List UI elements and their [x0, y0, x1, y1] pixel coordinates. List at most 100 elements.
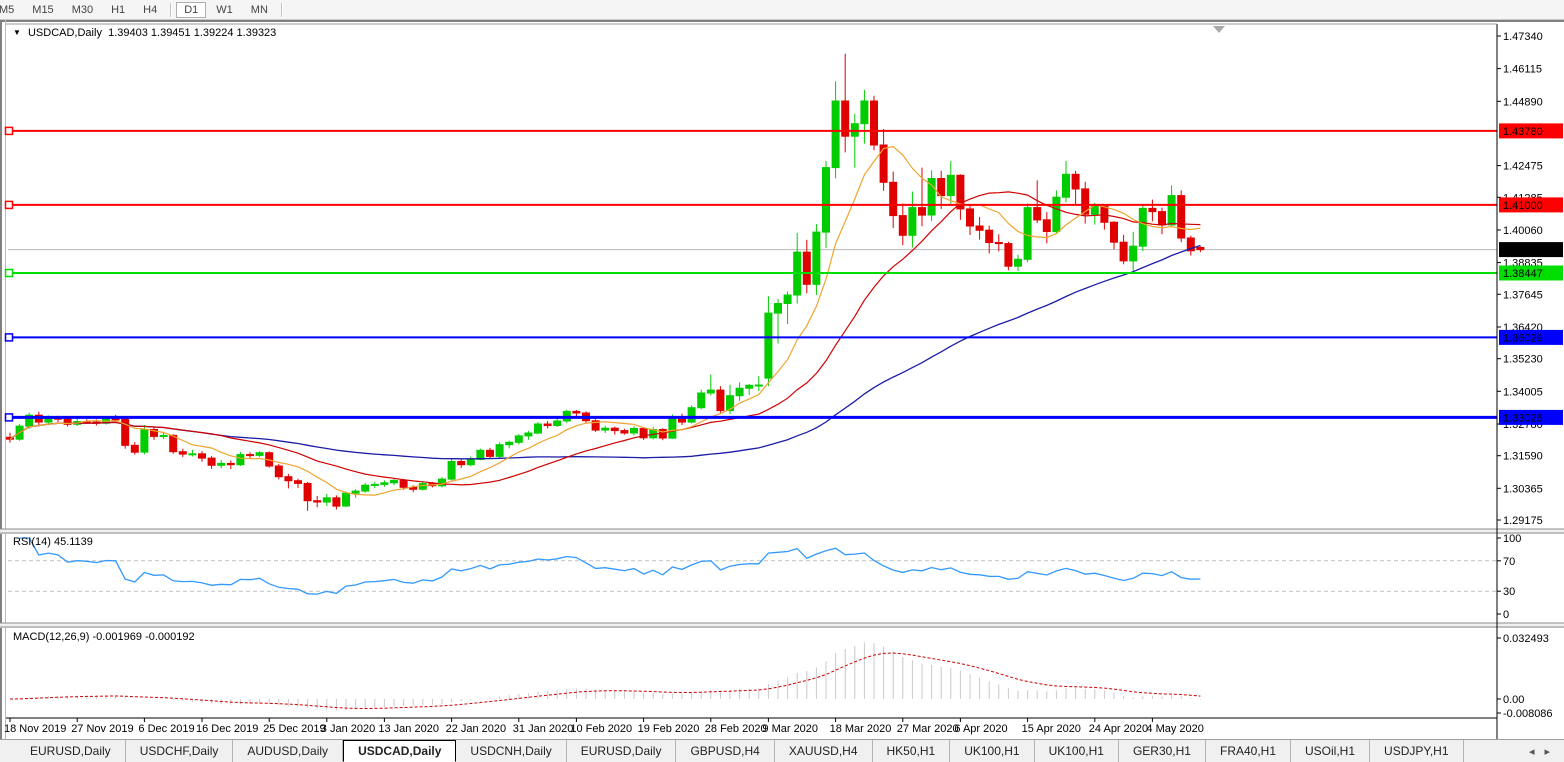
- pane-divider[interactable]: [0, 622, 1564, 628]
- symbol-tab-eurusd-daily[interactable]: EURUSD,Daily: [567, 740, 677, 762]
- price-tick-label: 1.29175: [1503, 515, 1543, 527]
- candle-body: [217, 462, 226, 466]
- pane-divider[interactable]: [0, 528, 1564, 534]
- timeframe-button-h1[interactable]: H1: [111, 3, 126, 16]
- candle-body: [1004, 243, 1013, 267]
- timeframe-button-mn[interactable]: MN: [250, 3, 268, 16]
- chart-title-ohlc: 1.39403 1.39451 1.39224 1.39323: [108, 27, 277, 39]
- time-tick-label: 3 Jan 2020: [320, 723, 376, 735]
- candle-body: [1167, 195, 1176, 226]
- time-tick-label: 15 Apr 2020: [1021, 723, 1081, 735]
- symbol-tab-uk100-h1[interactable]: UK100,H1: [950, 740, 1035, 762]
- rsi-tick-label: 100: [1503, 533, 1521, 545]
- timeframe-button-d1[interactable]: D1: [176, 1, 207, 18]
- candle-body: [370, 483, 379, 486]
- candle-body: [687, 407, 696, 423]
- symbol-tab-usdchf-daily[interactable]: USDCHF,Daily: [126, 740, 234, 762]
- macd-signal-line: [9, 652, 1201, 710]
- symbol-tab-hk50-h1[interactable]: HK50,H1: [873, 740, 951, 762]
- time-tick-label: 13 Jan 2020: [378, 723, 439, 735]
- timeframe-button-m30[interactable]: M30: [71, 3, 94, 16]
- time-tick-label: 22 Jan 2020: [445, 723, 507, 735]
- time-tick-label: 25 Dec 2019: [263, 723, 326, 735]
- level-line-handle[interactable]: [4, 200, 14, 210]
- rsi-tick-label: 30: [1503, 586, 1515, 598]
- candle-body: [198, 453, 206, 459]
- level-line-handle[interactable]: [4, 126, 14, 136]
- candle-body: [1186, 237, 1195, 252]
- symbol-tab-usdcad-daily[interactable]: USDCAD,Daily: [343, 740, 457, 762]
- candle-body: [1129, 245, 1138, 262]
- symbol-tab-fra40-h1[interactable]: FRA40,H1: [1206, 740, 1292, 762]
- candle-body: [1071, 173, 1080, 190]
- candle-body: [207, 457, 216, 466]
- tab-scroll-right-icon[interactable]: ▸: [1544, 745, 1550, 758]
- price-badge: [1499, 197, 1563, 213]
- candle-body: [1081, 188, 1090, 215]
- candle-body: [476, 449, 485, 460]
- price-axis[interactable]: 1.473401.461151.448901.424751.412851.400…: [1497, 31, 1563, 527]
- candle-body: [150, 429, 158, 437]
- timeframe-button-h4[interactable]: H4: [143, 3, 158, 16]
- candle-body: [975, 225, 984, 231]
- symbol-tab-gbpusd-h4[interactable]: GBPUSD,H4: [676, 740, 775, 762]
- macd-tick-label: 0.032493: [1503, 633, 1549, 645]
- symbol-tab-ger30-h1[interactable]: GER30,H1: [1119, 740, 1206, 762]
- symbol-tab-uk100-h1[interactable]: UK100,H1: [1035, 740, 1119, 762]
- toolbar-separator: [280, 2, 282, 17]
- level-line-handle[interactable]: [4, 333, 14, 342]
- candle-body: [1177, 195, 1186, 239]
- candle-body: [457, 461, 466, 466]
- candle-body: [822, 167, 830, 233]
- symbol-tab-audusd-daily[interactable]: AUDUSD,Daily: [233, 740, 344, 762]
- timeframe-button-w1[interactable]: W1: [216, 3, 233, 16]
- price-badge-label: 1.36029: [1503, 332, 1543, 344]
- candle-body: [918, 207, 926, 216]
- time-tick-label: 27 Nov 2019: [71, 723, 134, 735]
- candle-body: [159, 434, 168, 437]
- candle-body: [927, 178, 936, 216]
- tab-scroll-left-icon[interactable]: ◂: [1528, 745, 1535, 758]
- symbol-tab-usdcnh-daily[interactable]: USDCNH,Daily: [456, 740, 567, 762]
- time-tick-label: 18 Nov 2019: [4, 723, 67, 735]
- candle-body: [130, 444, 139, 453]
- candle-body: [572, 410, 581, 414]
- price-tick-label: 1.40060: [1503, 225, 1543, 237]
- timeframe-button-m15[interactable]: M15: [32, 3, 54, 16]
- timeframe-button-m5[interactable]: M5: [0, 3, 15, 16]
- symbol-tab-usdjpy-h1[interactable]: USDJPY,H1: [1370, 740, 1464, 762]
- candle-body: [246, 454, 254, 457]
- candle-body: [1090, 205, 1099, 215]
- candle-body: [1052, 196, 1061, 233]
- chart-shift-marker[interactable]: [1213, 26, 1225, 33]
- chart-window[interactable]: [0, 20, 1564, 739]
- time-tick-label: 6 Apr 2020: [954, 723, 1008, 735]
- candle-body: [610, 427, 619, 432]
- candle-body: [620, 430, 629, 434]
- time-tick-label: 4 May 2020: [1146, 723, 1204, 735]
- toolbar-separator: [170, 2, 172, 17]
- symbol-tab-xauusd-h4[interactable]: XAUUSD,H4: [775, 740, 873, 762]
- price-badge-label: 1.41000: [1503, 200, 1543, 212]
- candle-body: [754, 384, 763, 387]
- symbol-tab-eurusd-daily[interactable]: EURUSD,Daily: [16, 740, 126, 762]
- level-line-handle[interactable]: [4, 413, 14, 422]
- symbol-tab-bar: EURUSD,Daily USDCHF,Daily AUDUSD,Daily USDC…: [0, 739, 1564, 762]
- time-tick-label: 18 Mar 2020: [829, 723, 892, 735]
- price-badge: [1499, 409, 1563, 425]
- time-tick-label: 9 Mar 2020: [762, 723, 819, 735]
- candle-body: [226, 462, 235, 466]
- symbol-tab-usoil-h1[interactable]: USOil,H1: [1291, 740, 1371, 762]
- rsi-indicator-label: RSI(14) 45.1139: [13, 536, 93, 548]
- chevron-down-icon[interactable]: ▼: [13, 28, 21, 37]
- candle-body: [495, 444, 504, 457]
- price-tick-label: 1.30365: [1503, 483, 1543, 495]
- candle-body: [966, 208, 974, 227]
- candle-body: [409, 486, 418, 490]
- price-tick-label: 1.42475: [1503, 161, 1543, 173]
- candle-body: [898, 215, 907, 236]
- candle-body: [879, 144, 888, 183]
- level-line-handle[interactable]: [4, 268, 14, 278]
